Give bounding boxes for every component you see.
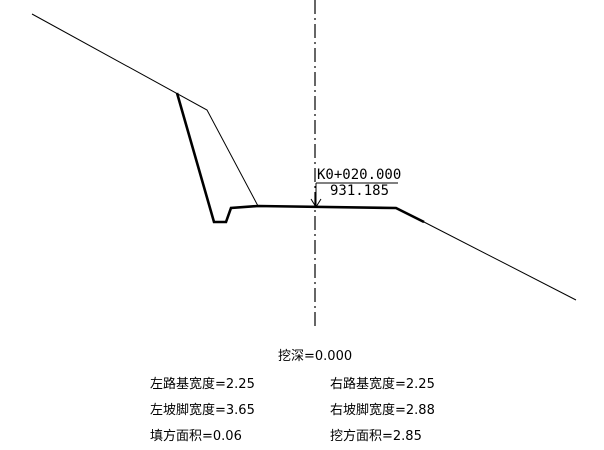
fill-area-label: 填方面积=0.06 <box>150 429 242 444</box>
cut-depth-label: 挖深=0.000 <box>278 349 353 364</box>
elevation-label: 931.185 <box>330 183 390 199</box>
ground-line <box>31 13 577 301</box>
cut-area-label: 挖方面积=2.85 <box>330 429 422 444</box>
design-section-line <box>175 92 425 224</box>
right-slope-toe-width-label: 右坡脚宽度=2.88 <box>330 403 435 418</box>
left-slope-toe-width-label: 左坡脚宽度=3.65 <box>150 403 255 418</box>
marker-arrow <box>310 198 322 208</box>
right-subgrade-width-label: 右路基宽度=2.25 <box>330 377 435 392</box>
station-label: K0+020.000 <box>317 167 402 183</box>
left-subgrade-width-label: 左路基宽度=2.25 <box>150 377 255 392</box>
